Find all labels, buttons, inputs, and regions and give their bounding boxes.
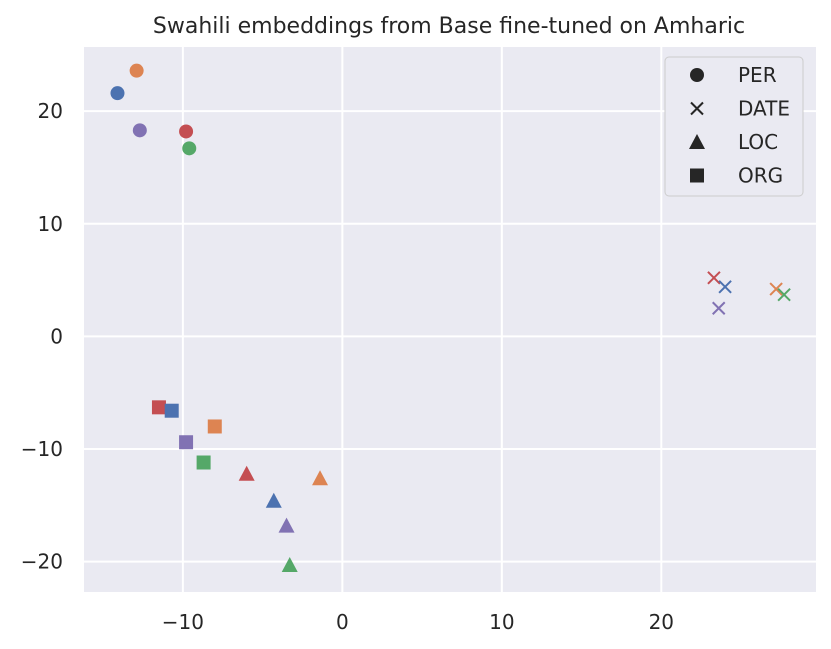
org-point bbox=[207, 419, 222, 434]
y-tick-label: 20 bbox=[38, 99, 63, 123]
loc-point bbox=[281, 556, 298, 572]
legend-triangle-icon bbox=[689, 134, 705, 149]
legend-circle-icon bbox=[690, 68, 704, 82]
org-point bbox=[196, 455, 211, 470]
per-point bbox=[132, 123, 147, 138]
x-tick-label: 0 bbox=[336, 610, 349, 634]
org-point bbox=[151, 400, 166, 415]
legend-label: LOC bbox=[738, 130, 778, 154]
loc-point bbox=[278, 517, 295, 533]
x-tick-label: 10 bbox=[489, 610, 514, 634]
y-tick-label: −20 bbox=[21, 550, 63, 574]
legend-label: ORG bbox=[738, 164, 783, 188]
data-points bbox=[110, 63, 791, 572]
x-axis-ticks: −10 0 10 20 bbox=[162, 610, 674, 634]
per-point bbox=[179, 124, 194, 139]
date-point bbox=[777, 288, 791, 302]
y-tick-label: 0 bbox=[50, 324, 63, 348]
loc-point bbox=[238, 465, 255, 481]
x-tick-label: −10 bbox=[162, 610, 204, 634]
org-point bbox=[179, 435, 194, 450]
legend: PER DATE LOC ORG bbox=[664, 56, 804, 197]
per-point bbox=[110, 86, 125, 101]
legend-square-icon bbox=[690, 168, 704, 183]
grid-lines bbox=[84, 47, 816, 592]
loc-point bbox=[312, 470, 329, 486]
legend-label: PER bbox=[738, 63, 777, 87]
y-axis-ticks: −20 −10 0 10 20 bbox=[21, 99, 63, 573]
per-point bbox=[129, 63, 144, 78]
date-point bbox=[718, 280, 732, 294]
date-point bbox=[712, 301, 726, 315]
per-point bbox=[182, 141, 197, 156]
loc-point bbox=[265, 492, 282, 508]
y-tick-label: −10 bbox=[21, 437, 63, 461]
date-point bbox=[707, 271, 721, 285]
legend-label: DATE bbox=[738, 97, 790, 121]
x-tick-label: 20 bbox=[649, 610, 674, 634]
legend-box bbox=[664, 56, 804, 197]
legend-x-icon bbox=[690, 101, 704, 116]
y-tick-label: 10 bbox=[38, 212, 63, 236]
org-point bbox=[164, 403, 179, 418]
chart-title: Swahili embeddings from Base fine-tuned … bbox=[153, 14, 745, 39]
date-point bbox=[769, 282, 783, 296]
